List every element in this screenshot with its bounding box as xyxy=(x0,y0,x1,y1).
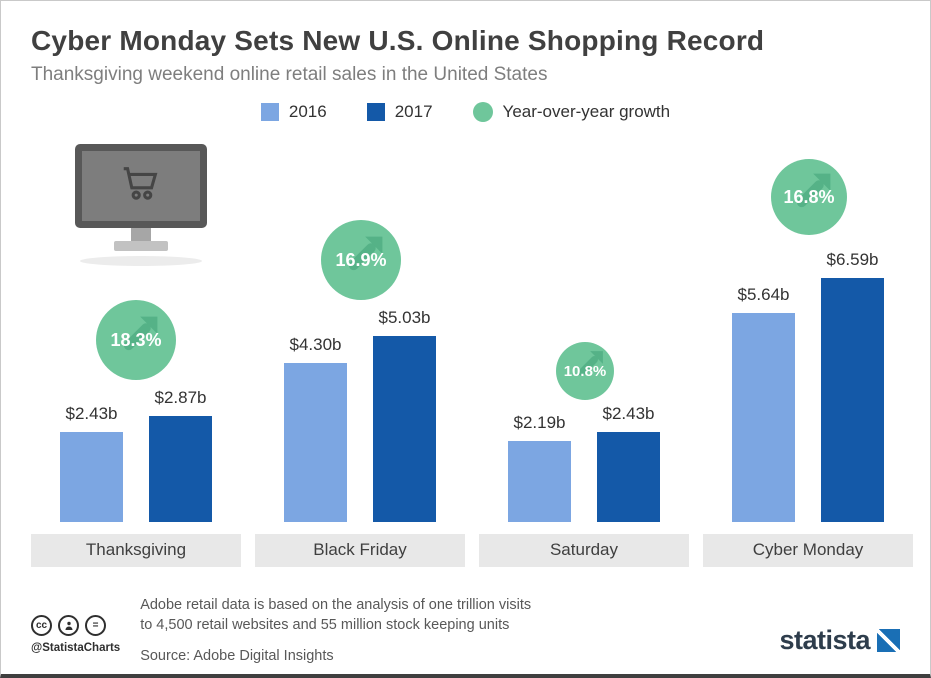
growth-badge-black-friday: 16.9% xyxy=(321,220,401,300)
category-label-thanksgiving: Thanksgiving xyxy=(31,534,241,567)
bar-value-label: $5.03b xyxy=(378,308,431,327)
bar-group: $4.30b $5.03b xyxy=(255,144,465,522)
monitor-body xyxy=(75,144,207,228)
bar-value-label: $2.19b xyxy=(513,413,566,432)
legend-label-2016: 2016 xyxy=(288,102,327,121)
bar-value-label: $2.87b xyxy=(154,388,207,407)
legend: 2016 2017 Year-over-year growth xyxy=(1,102,930,122)
footnote: Adobe retail data is based on the analys… xyxy=(140,595,531,666)
statista-charts-handle: @StatistaCharts xyxy=(31,642,121,654)
growth-value: 16.8% xyxy=(783,186,835,207)
bar-value-label: $5.64b xyxy=(737,285,790,304)
legend-swatch-growth xyxy=(472,102,493,122)
legend-swatch-2016 xyxy=(260,103,279,121)
bar-group: $5.64b $6.59b xyxy=(703,144,913,522)
header: Cyber Monday Sets New U.S. Online Shoppi… xyxy=(1,1,930,86)
chart-title: Cyber Monday Sets New U.S. Online Shoppi… xyxy=(31,25,765,56)
footer: cc = @StatistaCharts Adobe retail data i… xyxy=(1,595,930,666)
cc-license-icon: cc xyxy=(31,615,52,636)
bar-column-2017: $2.87b xyxy=(149,388,212,522)
bar-2017-saturday xyxy=(597,432,660,522)
no-derivatives-icon: = xyxy=(85,615,106,636)
legend-item-2017: 2017 xyxy=(366,102,433,122)
shopping-cart-icon xyxy=(118,161,164,212)
bar-value-label: $2.43b xyxy=(602,404,655,423)
legend-label-growth: Year-over-year growth xyxy=(502,102,671,121)
bar-2016-saturday xyxy=(508,441,571,522)
category-label-saturday: Saturday xyxy=(479,534,689,567)
bar-chart: 18.3% $2.43b $2.87b Thanksgiving 16 xyxy=(1,144,930,567)
legend-swatch-2017 xyxy=(366,103,385,121)
growth-badge-cyber-monday: 16.8% xyxy=(771,159,847,235)
legend-label-2017: 2017 xyxy=(394,102,433,121)
bar-column-2016: $5.64b xyxy=(732,285,795,522)
bar-value-label: $2.43b xyxy=(65,404,118,423)
statista-logo-mark-icon xyxy=(877,629,900,652)
source-line: Source: Adobe Digital Insights xyxy=(140,647,334,664)
chart-group-cyber-monday: 16.8% $5.64b $6.59b Cyber Monday xyxy=(703,144,913,567)
growth-value: 18.3% xyxy=(110,329,162,350)
bar-2017-cyber-monday xyxy=(821,278,884,522)
chart-group-saturday: 10.8% $2.19b $2.43b Saturday xyxy=(479,144,689,567)
up-right-arrow-icon xyxy=(779,149,855,225)
up-right-arrow-icon xyxy=(564,332,622,390)
bar-column-2017: $5.03b xyxy=(373,308,436,522)
bar-2017-thanksgiving xyxy=(149,416,212,522)
bar-value-label: $6.59b xyxy=(826,250,879,269)
chart-subtitle: Thanksgiving weekend online retail sales… xyxy=(31,64,548,85)
bar-2016-black-friday xyxy=(284,363,347,522)
category-label-cyber-monday: Cyber Monday xyxy=(703,534,913,567)
bar-2016-cyber-monday xyxy=(732,313,795,522)
legend-item-growth: Year-over-year growth xyxy=(472,102,671,122)
category-label-black-friday: Black Friday xyxy=(255,534,465,567)
monitor-base xyxy=(114,241,168,251)
footnote-line-2: to 4,500 retail websites and 55 million … xyxy=(140,617,510,634)
monitor-screen xyxy=(82,151,200,221)
growth-badge-thanksgiving: 18.3% xyxy=(96,300,176,380)
growth-value: 10.8% xyxy=(563,362,607,380)
monitor-stand xyxy=(131,228,151,241)
bar-value-label: $4.30b xyxy=(289,335,342,354)
chart-group-thanksgiving: 18.3% $2.43b $2.87b Thanksgiving xyxy=(31,144,241,567)
monitor-shopping-cart-illustration xyxy=(75,144,207,266)
monitor-shadow xyxy=(80,256,202,266)
bar-column-2016: $2.43b xyxy=(60,404,123,522)
bar-column-2016: $2.19b xyxy=(508,413,571,522)
bar-column-2017: $2.43b xyxy=(597,404,660,522)
bar-column-2017: $6.59b xyxy=(821,250,884,522)
chart-group-black-friday: 16.9% $4.30b $5.03b Black Friday xyxy=(255,144,465,567)
bar-group: $2.43b $2.87b xyxy=(31,144,241,522)
creative-commons-icons: cc = xyxy=(31,615,120,636)
up-right-arrow-icon xyxy=(329,210,409,290)
footnote-line-1: Adobe retail data is based on the analys… xyxy=(140,597,532,613)
statista-wordmark: statista xyxy=(779,625,870,655)
license-block: cc = @StatistaCharts xyxy=(31,615,120,654)
legend-item-2016: 2016 xyxy=(260,102,327,122)
bar-column-2016: $4.30b xyxy=(284,335,347,522)
attribution-person-icon xyxy=(58,615,79,636)
growth-value: 16.9% xyxy=(335,249,387,270)
growth-badge-saturday: 10.8% xyxy=(556,342,614,400)
bar-group: $2.19b $2.43b xyxy=(479,144,689,522)
bar-2017-black-friday xyxy=(373,336,436,522)
up-right-arrow-icon xyxy=(104,290,184,370)
bar-2016-thanksgiving xyxy=(60,432,123,522)
statista-logo: statista xyxy=(779,625,900,656)
